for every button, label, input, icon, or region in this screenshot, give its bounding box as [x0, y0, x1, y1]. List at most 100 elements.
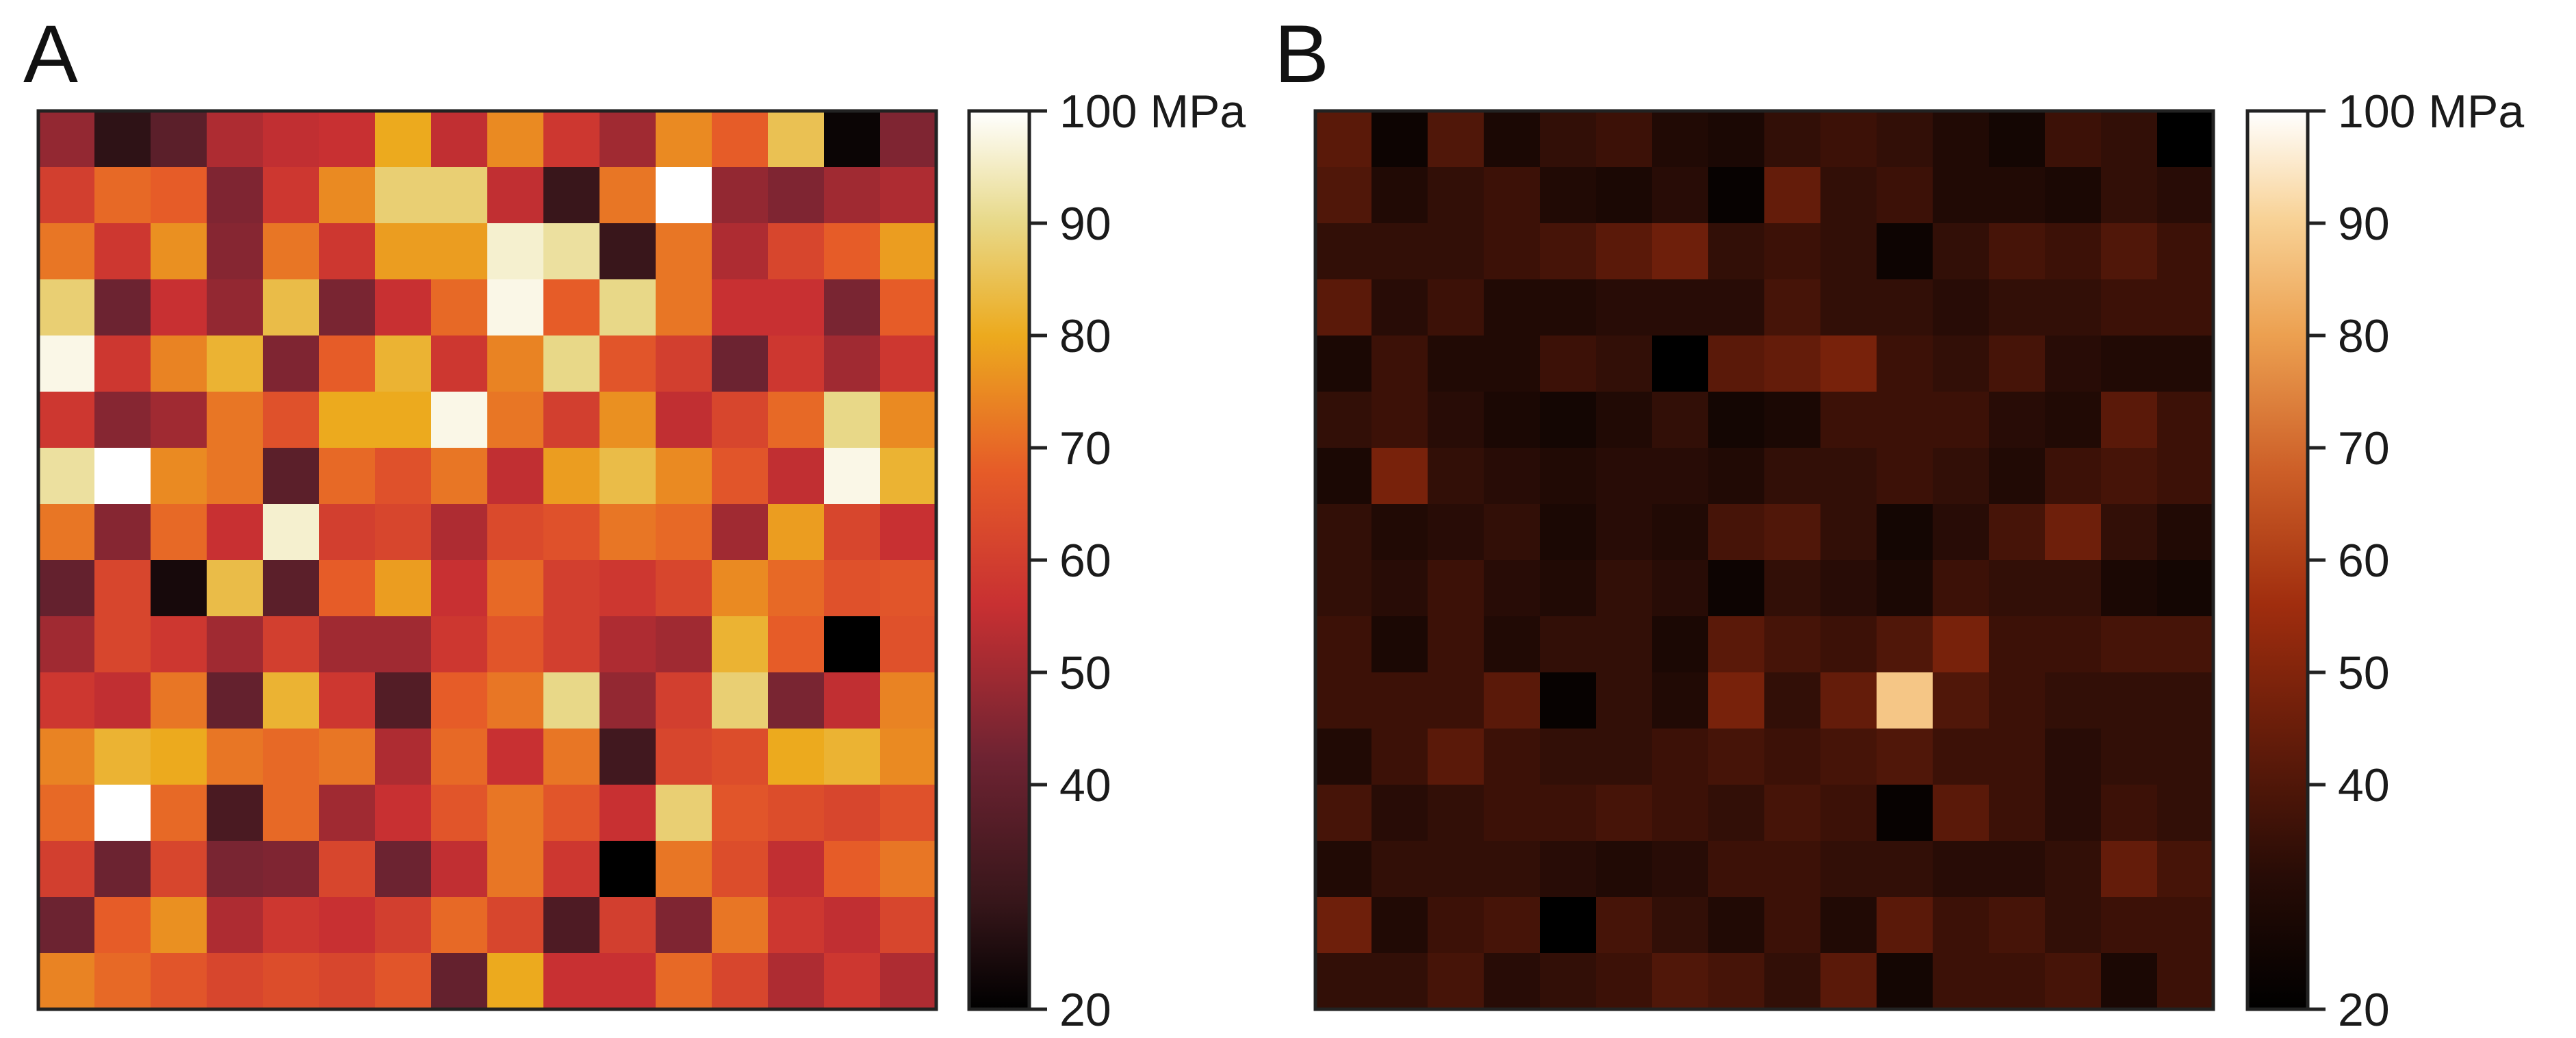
heatmap-a-cell — [768, 953, 825, 1010]
heatmap-b-cell — [1540, 223, 1597, 280]
heatmap-a-cell — [38, 111, 95, 168]
heatmap-b-cell — [1989, 672, 2046, 729]
heatmap-b-cell — [2157, 897, 2214, 954]
heatmap-b-cell — [1820, 336, 1877, 392]
heatmap-a-cell — [431, 111, 488, 168]
heatmap-a-cell — [600, 111, 656, 168]
heatmap-a-cell — [768, 841, 825, 898]
heatmap-a-cell — [487, 336, 544, 392]
heatmap-a-cell — [712, 560, 769, 617]
heatmap-a-cell — [94, 336, 151, 392]
heatmap-b-cell — [1764, 223, 1821, 280]
heatmap-b-cell — [1652, 672, 1709, 729]
colorbar-a-tick-label: 90 — [1059, 198, 1111, 250]
heatmap-b-cell — [1652, 392, 1709, 448]
heatmap-a-cell — [656, 672, 712, 729]
heatmap-a-cell — [824, 111, 881, 168]
heatmap-a-cell — [656, 392, 712, 448]
heatmap-a-cell — [207, 729, 263, 785]
heatmap-a-cell — [94, 560, 151, 617]
heatmap-b-cell — [1820, 672, 1877, 729]
heatmap-b-cell — [1877, 560, 1933, 617]
heatmap-b-cell — [1428, 223, 1484, 280]
heatmap-b-cell — [1428, 448, 1484, 505]
heatmap-a-cell — [431, 616, 488, 673]
heatmap-a-cell — [768, 392, 825, 448]
heatmap-b-cell — [1315, 841, 1372, 898]
heatmap-b-cell — [1371, 785, 1428, 841]
heatmap-b-cell — [1484, 448, 1541, 505]
heatmap-a-cell — [600, 785, 656, 841]
heatmap-a-cell — [94, 223, 151, 280]
heatmap-b-cell — [1596, 448, 1653, 505]
heatmap-a-cell — [94, 279, 151, 336]
heatmap-a-cell — [543, 448, 600, 505]
heatmap-a-cell — [543, 560, 600, 617]
heatmap-a-cell — [151, 279, 207, 336]
heatmap-a-cell — [375, 336, 432, 392]
heatmap-b-cell — [2157, 392, 2214, 448]
heatmap-a-cell — [38, 616, 95, 673]
heatmap-b-cell — [2101, 336, 2158, 392]
heatmap-b-cell — [1484, 953, 1541, 1010]
heatmap-b-cell — [1820, 785, 1877, 841]
heatmap-b-cell — [2101, 167, 2158, 224]
heatmap-a-cell — [151, 111, 207, 168]
heatmap-a-cell — [712, 167, 769, 224]
heatmap-a-cell — [487, 223, 544, 280]
heatmap-b-cell — [1652, 111, 1709, 168]
heatmap-a-cell — [880, 897, 937, 954]
heatmap-a-cell — [543, 672, 600, 729]
heatmap-b-cell — [1371, 560, 1428, 617]
heatmap-b-cell — [1708, 223, 1765, 280]
heatmap-b-cell — [1708, 616, 1765, 673]
heatmap-a-cell — [375, 953, 432, 1010]
heatmap-b-cell — [1989, 616, 2046, 673]
heatmap-b-cell — [1933, 504, 1989, 561]
heatmap-b-cell — [1484, 111, 1541, 168]
heatmap-a-cell — [431, 504, 488, 561]
heatmap-a-cell — [207, 111, 263, 168]
heatmap-b-cell — [1428, 504, 1484, 561]
heatmap-a-cell — [151, 167, 207, 224]
heatmap-b-cell — [2101, 616, 2158, 673]
heatmap-a-cell — [712, 729, 769, 785]
heatmap-b-cell — [1540, 504, 1597, 561]
heatmap-a-cell — [319, 336, 376, 392]
heatmap-b-cell — [1820, 392, 1877, 448]
heatmap-a-cell — [431, 841, 488, 898]
heatmap-b-cell — [1877, 167, 1933, 224]
heatmap-a-cell — [600, 897, 656, 954]
heatmap-a-cell — [824, 448, 881, 505]
heatmap-a-cell — [600, 167, 656, 224]
panel-b-letter: B — [1274, 8, 1329, 100]
heatmap-b-cell — [1484, 672, 1541, 729]
heatmap-b-cell — [2101, 841, 2158, 898]
heatmap-b-cell — [1820, 167, 1877, 224]
heatmap-a-cell — [487, 448, 544, 505]
heatmap-b-cell — [1989, 785, 2046, 841]
heatmap-b-cell — [2045, 448, 2102, 505]
heatmap-b-cell — [2157, 223, 2214, 280]
heatmap-b-cell — [2101, 223, 2158, 280]
heatmap-a-cell — [487, 279, 544, 336]
heatmap-a-cell — [151, 448, 207, 505]
heatmap-b-cell — [1820, 504, 1877, 561]
heatmap-b-cell — [1652, 953, 1709, 1010]
heatmap-a-cell — [656, 841, 712, 898]
heatmap-a-cell — [319, 504, 376, 561]
heatmap-b-cell — [1540, 560, 1597, 617]
heatmap-b-cell — [1877, 729, 1933, 785]
heatmap-b-cell — [1371, 448, 1428, 505]
colorbar-a-tick-label: 100 MPa — [1059, 86, 1246, 138]
heatmap-a-cell — [319, 672, 376, 729]
colorbar-b-tick-label: 20 — [2338, 984, 2390, 1036]
heatmap-b-cell — [1371, 841, 1428, 898]
heatmap-b-cell — [1708, 279, 1765, 336]
heatmap-a-cell — [94, 897, 151, 954]
heatmap-a-cell — [375, 841, 432, 898]
panel-a: A 20 40 50 60 70 80 90 100 MPa — [23, 8, 1246, 1036]
heatmap-a-cell — [768, 616, 825, 673]
heatmap-b-cell — [1371, 504, 1428, 561]
